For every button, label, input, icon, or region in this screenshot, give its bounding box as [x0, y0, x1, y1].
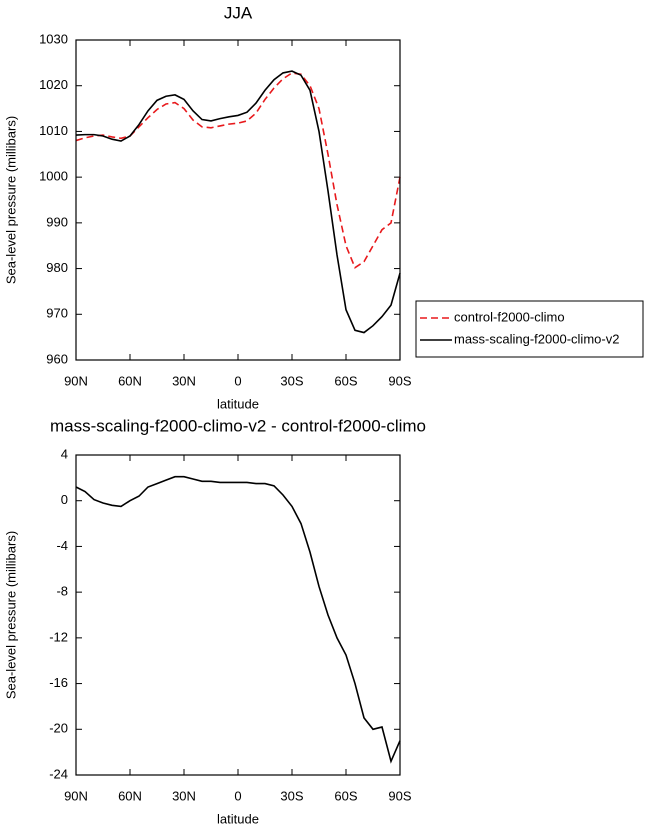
x-tick-label: 90S	[388, 373, 411, 388]
chart-title: JJA	[224, 3, 253, 22]
x-tick-label: 60N	[118, 373, 142, 388]
data-line	[75, 70, 401, 334]
y-tick-label: -16	[49, 675, 68, 690]
y-tick-label: -12	[49, 629, 68, 644]
y-tick-label: 1010	[39, 123, 68, 138]
y-tick-label: -24	[49, 766, 68, 781]
y-tick-label: 1020	[39, 77, 68, 92]
x-tick-label: 30N	[172, 788, 196, 803]
y-tick-label: 4	[61, 446, 68, 461]
x-tick-label: 90S	[388, 788, 411, 803]
x-tick-label: 0	[234, 373, 241, 388]
chart-title: mass-scaling-f2000-climo-v2 - control-f2…	[50, 416, 426, 435]
x-tick-label: 90N	[64, 788, 88, 803]
x-tick-label: 60S	[334, 373, 357, 388]
y-tick-label: 960	[46, 351, 68, 366]
legend-label: control-f2000-climo	[454, 309, 565, 324]
x-tick-label: 30N	[172, 373, 196, 388]
y-tick-label: 0	[61, 492, 68, 507]
y-tick-label: 990	[46, 214, 68, 229]
y-tick-label: -4	[56, 538, 68, 553]
y-tick-label: 1000	[39, 169, 68, 184]
y-axis-label: Sea-level pressure (millibars)	[3, 531, 18, 699]
legend-label: mass-scaling-f2000-climo-v2	[454, 331, 619, 346]
y-axis-label: Sea-level pressure (millibars)	[3, 116, 18, 284]
data-line	[75, 72, 401, 269]
x-tick-label: 60S	[334, 788, 357, 803]
x-tick-label: 30S	[280, 788, 303, 803]
x-axis-label: latitude	[217, 396, 259, 411]
x-tick-label: 90N	[64, 373, 88, 388]
y-tick-label: -20	[49, 721, 68, 736]
x-tick-label: 30S	[280, 373, 303, 388]
legend-box	[415, 300, 644, 358]
y-tick-label: 980	[46, 260, 68, 275]
plot-frame	[75, 454, 401, 776]
x-tick-label: 0	[234, 788, 241, 803]
x-axis-label: latitude	[217, 811, 259, 826]
y-tick-label: -8	[56, 584, 68, 599]
x-tick-label: 60N	[118, 788, 142, 803]
y-tick-label: 970	[46, 306, 68, 321]
y-tick-label: 1030	[39, 31, 68, 46]
plot-frame	[75, 39, 401, 361]
data-line	[75, 475, 401, 764]
